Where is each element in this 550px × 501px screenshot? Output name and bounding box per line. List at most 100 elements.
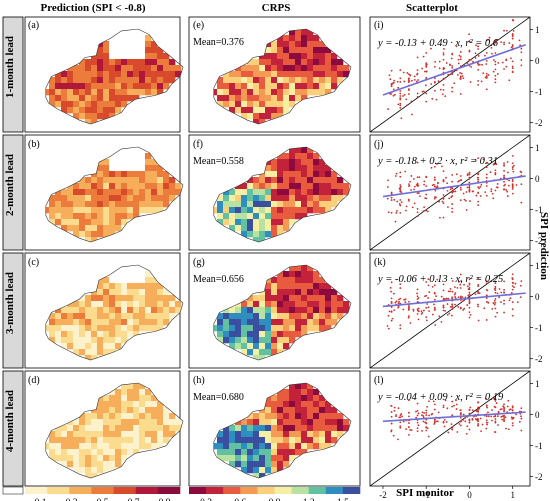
scatter-point xyxy=(425,319,428,322)
scatter-point xyxy=(390,196,393,199)
scatter-point xyxy=(475,44,477,47)
scatter-point xyxy=(513,286,515,289)
scatter-point xyxy=(408,422,410,424)
scatter-point xyxy=(408,426,410,428)
scatter-point xyxy=(511,417,514,420)
scatter-point xyxy=(418,192,420,195)
scatter-point xyxy=(445,176,447,179)
scatter-point xyxy=(408,399,410,402)
x-tick-label: 1 xyxy=(510,490,515,500)
scatter-point xyxy=(509,297,512,300)
scatter-point xyxy=(485,59,488,62)
scatter-point xyxy=(451,290,454,293)
scatter-point xyxy=(416,288,419,291)
scatter-point xyxy=(511,405,514,408)
x-axis-title: SPI monitor xyxy=(396,487,454,499)
scatter-point xyxy=(451,280,454,282)
scatter-point xyxy=(390,429,393,432)
panel-frames xyxy=(2,16,531,487)
scatter-point xyxy=(479,195,482,197)
scatter-point xyxy=(454,303,456,306)
scatter-point xyxy=(390,422,393,425)
scatter-point xyxy=(485,72,488,75)
scatter-point xyxy=(456,431,459,433)
scatter-point xyxy=(464,199,467,202)
scatter-point xyxy=(468,188,471,191)
scatter-point xyxy=(494,420,497,423)
scatter-point xyxy=(416,414,419,417)
scatter-point xyxy=(503,415,505,418)
scatter-point xyxy=(442,298,445,301)
scatter-point xyxy=(455,45,458,48)
scatter-point xyxy=(425,185,428,188)
scatter-point xyxy=(398,298,400,301)
scatter-point xyxy=(511,37,514,40)
scatter-point xyxy=(487,415,490,418)
scatter-point xyxy=(423,180,426,183)
scatter-point xyxy=(403,298,406,301)
scatter-point xyxy=(388,74,391,77)
scatter-point xyxy=(430,47,432,50)
scatter-point xyxy=(471,418,474,420)
scatter-point xyxy=(442,198,445,200)
scatter-point xyxy=(471,409,474,412)
scatter-point xyxy=(474,52,477,55)
scatter-point xyxy=(449,188,452,191)
scatter-point xyxy=(491,192,494,195)
scatter-point xyxy=(386,197,389,200)
scatter-point xyxy=(416,298,419,300)
scatter-point xyxy=(464,417,467,419)
scatter-point xyxy=(423,183,425,186)
scatter-point xyxy=(451,65,454,67)
scatter-point xyxy=(474,159,477,162)
scatter-point xyxy=(392,434,395,437)
scatter-point xyxy=(475,410,478,412)
scatter-point xyxy=(404,301,407,303)
scatter-point xyxy=(409,180,411,183)
scatter-point xyxy=(494,291,497,294)
tag-h: (h) xyxy=(193,375,205,386)
scatter-point xyxy=(459,51,462,53)
scatter-point xyxy=(506,161,509,163)
scatter-point xyxy=(511,183,514,186)
scatter-point xyxy=(494,315,497,318)
scatter-point xyxy=(520,429,523,432)
scatter-point xyxy=(408,300,410,303)
colorbar-swatch xyxy=(91,487,114,494)
scatter-point xyxy=(399,186,402,189)
scatter-point xyxy=(477,48,480,50)
scatter-point xyxy=(472,60,474,63)
scatter-point xyxy=(485,166,488,169)
scatter-point xyxy=(416,192,419,195)
scatter-point xyxy=(477,200,480,203)
scatter-point xyxy=(462,413,465,416)
scatter-point xyxy=(484,54,486,57)
scatter-point xyxy=(485,319,488,321)
scatter-point xyxy=(408,93,410,96)
scatter-point xyxy=(392,94,395,97)
scatter-point xyxy=(454,292,457,294)
pred-map-outline xyxy=(45,264,184,361)
scatter-point xyxy=(425,414,428,417)
scatter-point xyxy=(511,71,514,74)
scatter-point xyxy=(390,319,393,322)
scatter-point xyxy=(503,41,505,44)
scatter-point xyxy=(390,85,393,88)
pred-map-0 xyxy=(45,29,182,124)
scatter-point xyxy=(433,403,436,406)
scatter-point xyxy=(408,183,410,186)
scatter-point xyxy=(447,431,450,434)
scatter-point xyxy=(433,419,436,422)
scatter-point xyxy=(494,298,497,300)
scatter-point xyxy=(411,79,413,82)
scatter-point xyxy=(431,97,434,100)
scatter-point xyxy=(442,52,445,54)
scatter-point xyxy=(487,74,490,76)
scatter-point xyxy=(494,173,497,176)
scatter-point xyxy=(390,83,393,85)
scatter-point xyxy=(470,58,473,61)
scatter-point xyxy=(459,58,462,61)
scatter-point xyxy=(422,210,425,212)
scatter-point xyxy=(451,306,454,308)
scatter-point xyxy=(395,172,398,175)
